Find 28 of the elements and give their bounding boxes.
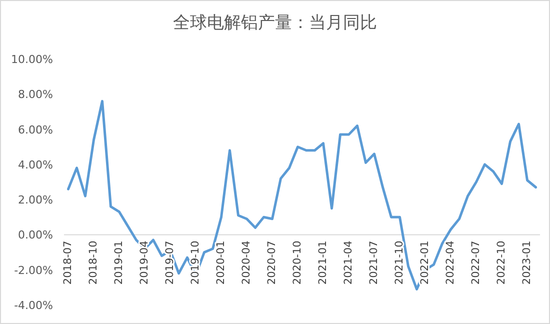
x-tick-label: 2018-10: [88, 240, 100, 285]
x-tick-label: 2022-04: [444, 240, 457, 285]
y-tick-label: 0.00%: [18, 228, 53, 242]
x-tick-label: 2020-01: [215, 240, 228, 285]
chart-title: 全球电解铝产量：当月同比: [173, 13, 377, 33]
x-tick-label: 2021-07: [368, 240, 380, 285]
y-tick-label: 4.00%: [18, 158, 53, 172]
x-tick-label: 2021-01: [317, 240, 330, 285]
x-tick-label: 2023-01: [521, 240, 534, 285]
y-tick-label: 6.00%: [18, 123, 53, 136]
x-tick-label: 2018-07: [62, 240, 74, 285]
x-tick-label: 2019-01: [113, 240, 126, 285]
x-tick-label: 2019-10: [190, 240, 202, 285]
y-tick-label: -4.00%: [14, 299, 53, 312]
y-tick-label: -2.00%: [14, 264, 53, 277]
x-tick-label: 2019-04: [138, 240, 151, 285]
x-tick-label: 2021-10: [394, 240, 406, 285]
y-tick-label: 10.00%: [11, 53, 53, 66]
x-tick-label: 2020-10: [292, 240, 304, 285]
x-tick-label: 2022-01: [419, 240, 432, 285]
x-tick-label: 2020-04: [240, 240, 253, 285]
x-tick-label: 2022-07: [470, 240, 482, 285]
y-tick-label: 2.00%: [18, 194, 53, 207]
y-tick-label: 8.00%: [18, 88, 53, 102]
x-tick-label: 2020-07: [266, 240, 278, 285]
x-tick-label: 2021-04: [342, 240, 355, 285]
x-tick-label: 2022-10: [496, 240, 508, 285]
x-tick-label: 2019-07: [164, 240, 176, 285]
